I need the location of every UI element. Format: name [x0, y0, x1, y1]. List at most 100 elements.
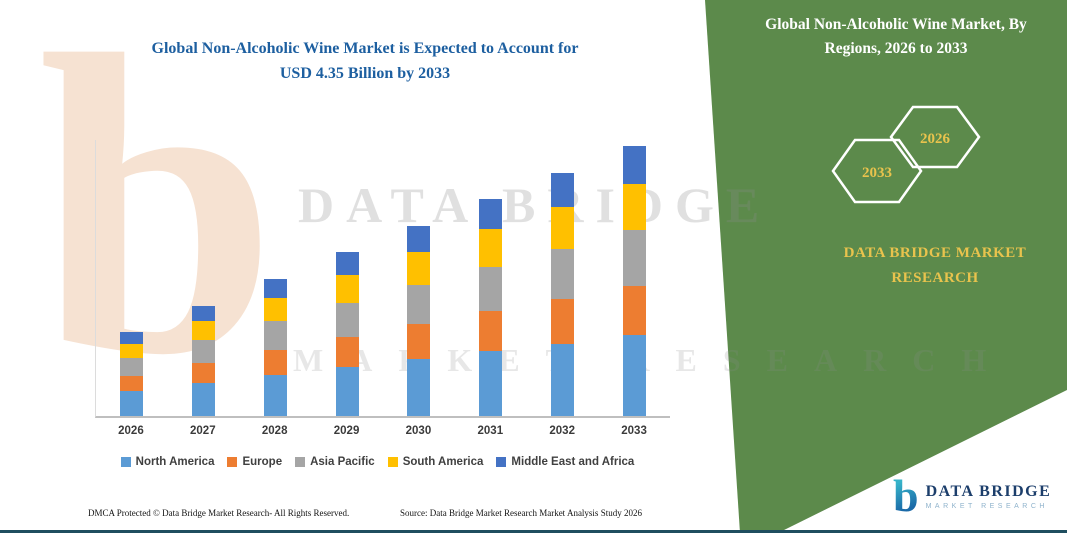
plot-area	[95, 140, 670, 418]
legend-item-north-america: North America	[120, 456, 215, 468]
segment-asia-pacific	[479, 266, 503, 312]
chart-title: Global Non-Alcoholic Wine Market is Expe…	[75, 36, 655, 86]
year-hexagons: 2033 2026	[831, 105, 981, 204]
legend-label: Europe	[242, 456, 283, 468]
segment-south-america	[335, 274, 359, 303]
legend-swatch-icon	[387, 457, 398, 467]
source-text: Source: Data Bridge Market Research Mark…	[400, 508, 642, 518]
x-tick-2028: 2028	[261, 425, 288, 437]
legend-swatch-icon	[120, 457, 131, 467]
segment-asia-pacific	[550, 248, 574, 299]
x-tick-2027: 2027	[190, 425, 216, 437]
x-tick-2031: 2031	[477, 425, 504, 437]
legend-label: Middle East and Africa	[511, 456, 635, 468]
segment-south-america	[407, 252, 431, 285]
bar-column-2033	[598, 146, 670, 416]
databridge-logo-text: DATA BRIDGE MARKET RESEARCH	[926, 483, 1052, 510]
bar-column-2027	[168, 305, 240, 416]
hexagon-2033-icon	[831, 138, 923, 204]
segment-south-america	[622, 183, 646, 231]
segment-asia-pacific	[192, 339, 216, 363]
segment-north-america	[263, 375, 287, 416]
legend-swatch-icon	[227, 457, 238, 467]
stacked-bar-2026	[120, 332, 144, 416]
segment-north-america	[407, 359, 431, 416]
segment-north-america	[335, 367, 359, 416]
footer: DMCA Protected © Data Bridge Market Rese…	[0, 508, 720, 524]
legend-item-middle-east-and-africa: Middle East and Africa	[496, 456, 634, 468]
databridge-logo-icon: b	[893, 470, 919, 521]
chart-title-line2: USD 4.35 Billion by 2033	[279, 65, 451, 82]
segment-asia-pacific	[120, 358, 144, 376]
stacked-bar-2027	[192, 305, 216, 416]
stacked-bar-2033	[622, 146, 646, 416]
segment-europe	[622, 285, 646, 336]
legend-label: North America	[135, 456, 215, 468]
segment-north-america	[120, 391, 144, 416]
side-panel-title: Global Non-Alcoholic Wine Market, By Reg…	[765, 16, 1027, 57]
segment-middle-east-and-africa	[263, 279, 287, 298]
segment-south-america	[263, 297, 287, 322]
bar-column-2028	[240, 279, 312, 416]
bar-column-2029	[311, 252, 383, 416]
hexagon-year-2033: 2033	[862, 165, 892, 181]
bar-column-2032	[527, 173, 599, 416]
x-tick-2032: 2032	[549, 425, 575, 437]
legend-item-south-america: South America	[387, 456, 484, 468]
segment-middle-east-and-africa	[335, 252, 359, 275]
chart-title-line1: Global Non-Alcoholic Wine Market is Expe…	[151, 40, 579, 57]
segment-asia-pacific	[335, 302, 359, 337]
segment-europe	[550, 298, 574, 344]
segment-europe	[407, 323, 431, 359]
segment-asia-pacific	[622, 230, 646, 286]
brand-text: DATA BRIDGE MARKET RESEARCH	[843, 245, 1027, 286]
segment-north-america	[550, 343, 574, 416]
legend-label: South America	[402, 456, 484, 468]
x-tick-2033: 2033	[621, 425, 647, 437]
logo-subtitle: MARKET RESEARCH	[925, 502, 1048, 510]
segment-europe	[479, 311, 503, 351]
segment-south-america	[479, 229, 503, 267]
stacked-bar-2029	[335, 252, 359, 416]
legend-label: Asia Pacific	[310, 456, 375, 468]
chart-legend: North America Europe Asia Pacific South Ame…	[55, 456, 700, 468]
bottom-border	[0, 530, 1067, 533]
segment-middle-east-and-africa	[622, 146, 646, 184]
x-tick-2029: 2029	[333, 425, 360, 437]
segment-asia-pacific	[263, 321, 287, 350]
watermark-line1: DATA BRIDGE	[298, 177, 772, 233]
segment-europe	[335, 336, 359, 367]
legend-swatch-icon	[295, 457, 306, 467]
dmca-text: DMCA Protected © Data Bridge Market Rese…	[88, 508, 350, 518]
segment-south-america	[550, 207, 574, 249]
segment-south-america	[120, 344, 144, 359]
brand-glyph-watermark-icon: b	[38, 0, 278, 444]
segment-middle-east-and-africa	[192, 305, 216, 322]
segment-middle-east-and-africa	[120, 332, 144, 345]
stacked-bar-2030	[407, 225, 431, 416]
segment-middle-east-and-africa	[407, 225, 431, 253]
legend-swatch-icon	[496, 457, 507, 467]
logo-name: DATA BRIDGE	[925, 482, 1052, 500]
stacked-bar-2028	[263, 279, 287, 416]
x-tick-2026: 2026	[118, 425, 144, 437]
segment-middle-east-and-africa	[479, 199, 503, 230]
segment-europe	[192, 362, 216, 384]
stacked-bar-2031	[479, 199, 503, 416]
segment-asia-pacific	[407, 284, 431, 324]
bar-column-2031	[455, 199, 527, 416]
segment-middle-east-and-africa	[550, 173, 574, 208]
x-tick-2030: 2030	[405, 425, 432, 437]
segment-north-america	[192, 383, 216, 416]
x-axis-labels: 2026 2027 2028 2029 2030 2031 2032 2033	[95, 425, 670, 437]
segment-north-america	[479, 350, 503, 416]
segment-north-america	[622, 335, 646, 416]
segment-south-america	[192, 321, 216, 340]
segment-europe	[120, 375, 144, 392]
hexagon-2026-icon	[889, 105, 981, 169]
segment-europe	[263, 349, 287, 376]
bar-column-2026	[96, 332, 168, 416]
legend-item-europe: Europe	[227, 456, 282, 468]
legend-item-asia-pacific: Asia Pacific	[295, 456, 375, 468]
